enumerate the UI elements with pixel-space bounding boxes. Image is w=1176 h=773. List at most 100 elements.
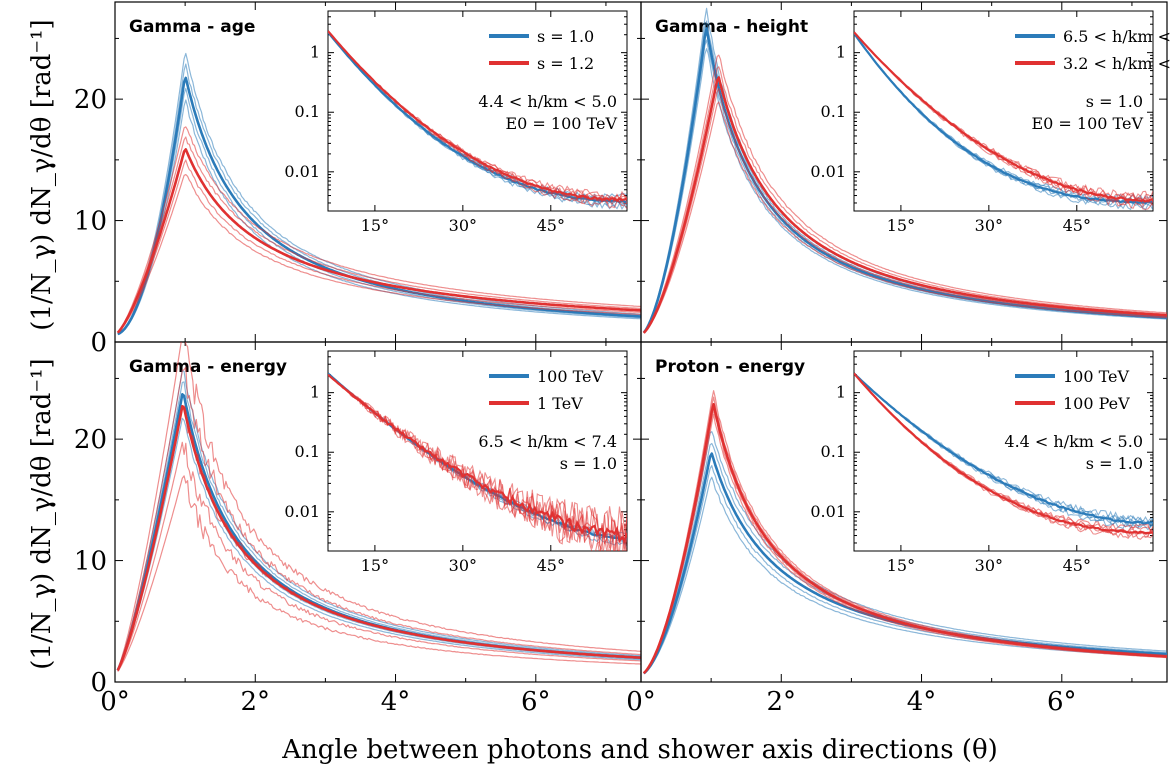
inset-series-line-2 bbox=[328, 30, 627, 203]
series-line-2 bbox=[643, 87, 1167, 334]
inset-x-tick-label: 15° bbox=[361, 216, 389, 235]
inset-annotation: E0 = 100 TeV bbox=[1031, 114, 1143, 133]
series-line-1 bbox=[117, 369, 641, 671]
inset-y-tick-label: 0.1 bbox=[821, 442, 846, 461]
legend-label: 1 TeV bbox=[537, 394, 583, 413]
y-axis-label-top: (1/N_γ) dN_γ/dθ [rad⁻¹] bbox=[27, 19, 57, 330]
inset: 15° 30° 45° 1 0.1 0.01 100 TeV 100 PeV 4.4 < h/k… bbox=[810, 350, 1154, 575]
panel-title: Gamma - energy bbox=[129, 357, 287, 377]
y-axis-label-bottom: (1/N_γ) dN_γ/dθ [rad⁻¹] bbox=[27, 358, 57, 669]
series-line-2 bbox=[643, 413, 1167, 674]
inset-x-tick-label: 45° bbox=[1063, 556, 1091, 575]
inset-series-line-2 bbox=[854, 31, 1153, 203]
inset-x-tick-label: 45° bbox=[1063, 216, 1091, 235]
inset-curves bbox=[328, 30, 627, 211]
inset-y-tick-label: 0.1 bbox=[295, 102, 320, 121]
inset-series-line-2 bbox=[328, 374, 627, 551]
inset-frame bbox=[327, 350, 628, 552]
legend-label: 100 TeV bbox=[1063, 367, 1130, 386]
inset-annotation: 4.4 < h/km < 5.0 bbox=[478, 92, 617, 111]
legend-label: s = 1.2 bbox=[537, 54, 594, 73]
x-axis-label: Angle between photons and shower axis di… bbox=[281, 735, 998, 765]
inset-y-tick-label: 0.1 bbox=[821, 102, 846, 121]
inset-x-tick-label: 30° bbox=[449, 556, 477, 575]
series-line-2 bbox=[643, 54, 1167, 334]
series-line-2 bbox=[117, 159, 641, 334]
panel-title: Proton - energy bbox=[655, 357, 805, 377]
inset-x-tick-label: 30° bbox=[975, 556, 1003, 575]
panel-curves bbox=[642, 390, 1167, 675]
inset-series-line-1 bbox=[854, 372, 1153, 525]
panel-curves bbox=[116, 342, 641, 672]
inset-curves bbox=[328, 372, 627, 551]
y-tick-label: 20 bbox=[74, 425, 107, 455]
panel-3: 0° 2° 4° 6° 0 10 20 Gamma - energy 15° 30° 45° 1 0.1… bbox=[74, 341, 642, 717]
series-line-2 bbox=[642, 76, 1167, 334]
x-tick-label: 4° bbox=[381, 687, 411, 717]
series-line-2 bbox=[643, 101, 1167, 334]
x-tick-label: 2° bbox=[766, 687, 796, 717]
inset-y-tick-label: 0.1 bbox=[295, 442, 320, 461]
inset-x-tick-label: 30° bbox=[449, 216, 477, 235]
series-line-2 bbox=[117, 342, 641, 670]
inset-series-line-2 bbox=[328, 373, 627, 544]
series-line-2 bbox=[643, 66, 1167, 334]
series-line-2 bbox=[116, 405, 641, 671]
inset-curves bbox=[854, 31, 1153, 211]
series-line-1 bbox=[643, 442, 1167, 674]
panel-title: Gamma - age bbox=[129, 17, 255, 37]
inset-x-tick-label: 15° bbox=[361, 556, 389, 575]
series-line-1 bbox=[117, 417, 641, 671]
series-line-2 bbox=[642, 402, 1167, 675]
panel-curves bbox=[642, 7, 1167, 334]
series-line-2 bbox=[116, 148, 641, 334]
x-tick-label: 0° bbox=[100, 687, 130, 717]
x-tick-label: 4° bbox=[907, 687, 937, 717]
series-line-2 bbox=[117, 475, 641, 672]
inset-y-tick-label: 0.01 bbox=[284, 162, 320, 181]
panel-frame bbox=[640, 341, 1168, 683]
inset-x-tick-label: 30° bbox=[975, 216, 1003, 235]
legend-label: 100 TeV bbox=[537, 367, 604, 386]
series-line-2 bbox=[117, 366, 641, 671]
inset-x-tick-label: 45° bbox=[537, 556, 565, 575]
series-line-2 bbox=[117, 126, 641, 333]
inset: 15° 30° 45° 1 0.1 0.01 s = 1.0 s = 1.2 4.4 < h/k… bbox=[284, 10, 628, 235]
inset-series-line-2 bbox=[854, 372, 1153, 535]
inset-y-tick-label: 0.01 bbox=[810, 162, 846, 181]
panel-1: 0 10 20 Gamma - age 15° 30° 45° 1 0.1 0.01 s = 1.0… bbox=[74, 1, 642, 358]
x-tick-label: 6° bbox=[1047, 687, 1077, 717]
inset-annotation: 4.4 < h/km < 5.0 bbox=[1004, 432, 1143, 451]
inset-x-tick-label: 45° bbox=[537, 216, 565, 235]
inset-y-tick-label: 0.01 bbox=[284, 502, 320, 521]
inset-frame bbox=[327, 10, 628, 212]
legend-label: 6.5 < h/km < 7.4 bbox=[1063, 27, 1176, 46]
x-tick-label: 2° bbox=[240, 687, 270, 717]
y-tick-label: 0 bbox=[90, 328, 107, 358]
inset-annotation: E0 = 100 TeV bbox=[505, 114, 617, 133]
series-line-2 bbox=[117, 441, 641, 672]
panel-2: Gamma - height 15° 30° 45° 1 0.1 0.01 6.5 < h/k… bbox=[640, 1, 1176, 343]
legend-label: 100 PeV bbox=[1063, 394, 1130, 413]
inset-annotation: 6.5 < h/km < 7.4 bbox=[478, 432, 617, 451]
inset-annotation: s = 1.0 bbox=[560, 454, 617, 473]
series-line-2 bbox=[117, 174, 641, 334]
inset-x-tick-label: 15° bbox=[887, 216, 915, 235]
y-tick-label: 10 bbox=[74, 207, 107, 237]
y-tick-label: 10 bbox=[74, 547, 107, 577]
inset: 15° 30° 45° 1 0.1 0.01 100 TeV 1 TeV 6.5 < h/km … bbox=[284, 350, 628, 575]
inset-y-tick-label: 1 bbox=[836, 43, 846, 62]
series-line-1 bbox=[117, 87, 641, 335]
inset-series-line-1 bbox=[854, 32, 1153, 205]
inset-y-tick-label: 1 bbox=[836, 383, 846, 402]
inset: 15° 30° 45° 1 0.1 0.01 6.5 < h/km < 7.4 3.2 < h… bbox=[810, 10, 1176, 235]
series-line-2 bbox=[117, 136, 641, 333]
y-tick-label: 0 bbox=[90, 668, 107, 698]
panel-title: Gamma - height bbox=[655, 17, 808, 37]
inset-y-tick-label: 1 bbox=[310, 43, 320, 62]
series-line-2 bbox=[643, 390, 1167, 674]
series-line-1 bbox=[117, 76, 641, 336]
inset-curves bbox=[854, 372, 1153, 540]
x-tick-label: 0° bbox=[626, 687, 656, 717]
